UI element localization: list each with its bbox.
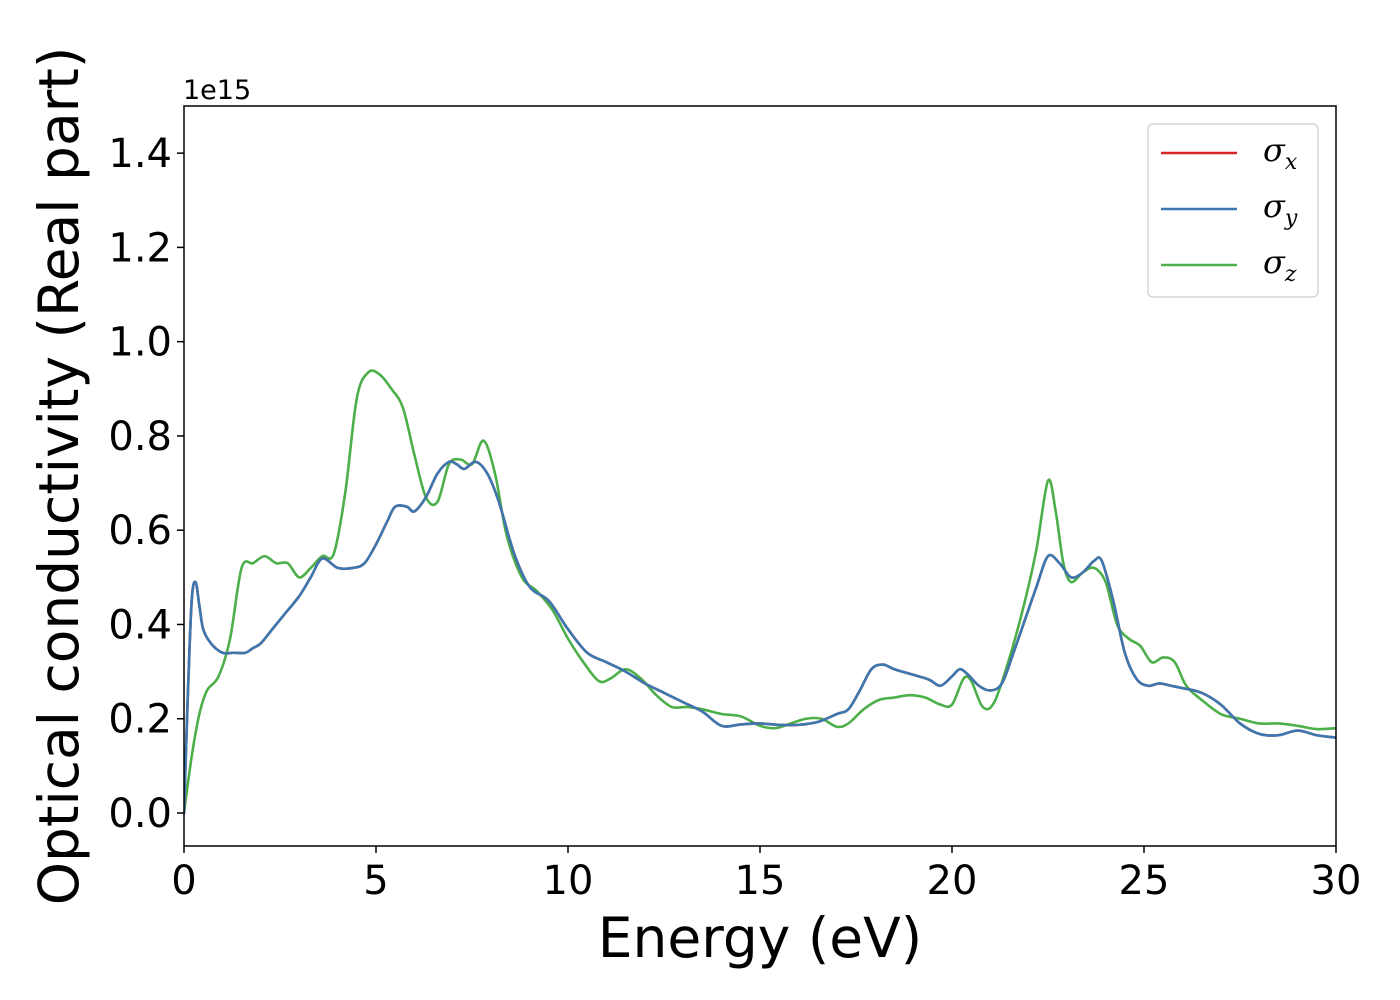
x-axis: 0 5 10 15 20 25 30	[171, 846, 1361, 904]
y-tick-label: 1.2	[108, 225, 172, 271]
x-tick-label: 0	[171, 858, 196, 904]
y-tick-label: 0.0	[108, 791, 172, 837]
legend-label-y: σy	[1263, 187, 1298, 231]
y-tick-label: 0.6	[108, 508, 172, 554]
y-tick-label: 1.4	[108, 131, 172, 177]
y-tick-label: 0.8	[108, 414, 172, 460]
legend-label-x: σx	[1263, 131, 1298, 175]
x-tick-label: 20	[927, 858, 978, 904]
y-offset-label: 1e15	[183, 75, 251, 106]
x-tick-label: 5	[363, 858, 388, 904]
x-tick-label: 30	[1311, 858, 1362, 904]
x-axis-title: Energy (eV)	[598, 906, 922, 970]
series-line-x	[184, 460, 1336, 815]
y-tick-label: 0.2	[108, 697, 172, 743]
y-tick-label: 0.4	[108, 602, 172, 648]
series-line-z	[184, 369, 1336, 815]
x-tick-label: 10	[543, 858, 594, 904]
y-axis: 0.0 0.2 0.4 0.6 0.8 1.0 1.2 1.4	[108, 131, 184, 837]
x-tick-label: 15	[735, 858, 786, 904]
series-layer	[184, 369, 1336, 815]
y-tick-label: 1.0	[108, 320, 172, 366]
x-tick-label: 25	[1119, 858, 1170, 904]
series-line-y	[184, 460, 1336, 815]
legend-box	[1147, 123, 1319, 298]
y-axis-title: Optical conductivity (Real part)	[27, 47, 91, 906]
